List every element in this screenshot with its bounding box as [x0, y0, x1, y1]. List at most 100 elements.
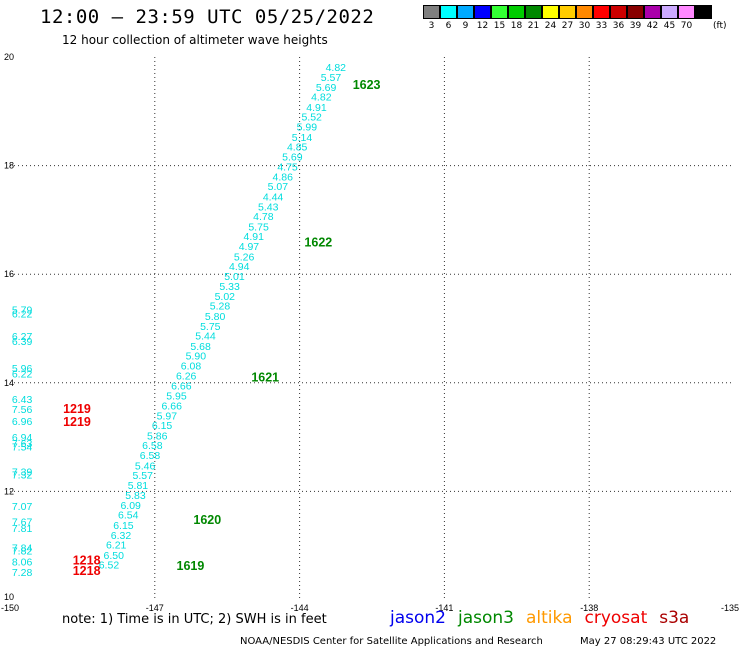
x-tick-label: -135: [721, 603, 739, 613]
swh-value: 7.67: [12, 516, 33, 528]
swh-value: 4.91: [244, 231, 265, 243]
swh-value: 6.58: [140, 450, 161, 462]
swh-value: 4.44: [263, 192, 284, 204]
colorbar-tick-label: 33: [595, 21, 608, 31]
swh-value: 5.90: [186, 351, 207, 363]
swh-value: 7.56: [12, 404, 33, 416]
swh-value: 4.85: [287, 142, 308, 154]
swh-value: 5.95: [166, 390, 187, 402]
colorbar-swatch: [542, 5, 559, 19]
swh-value: 8.06: [12, 556, 33, 568]
colorbar-swatch: [508, 5, 525, 19]
y-tick-label: 20: [4, 52, 14, 62]
colorbar-tick-label: 70: [680, 21, 693, 31]
footer-timestamp: May 27 08:29:43 UTC 2022: [580, 636, 717, 647]
footer-agency: NOAA/NESDIS Center for Satellite Applica…: [240, 636, 543, 647]
colorbar-tick-label: 6: [445, 21, 452, 31]
swh-value: 5.02: [215, 291, 236, 303]
swh-value: 4.97: [239, 241, 260, 253]
swh-value: 5.33: [219, 281, 240, 293]
swh-value: 6.66: [171, 381, 192, 393]
swh-value: 6.09: [120, 500, 141, 512]
swh-value: 7.82: [12, 546, 33, 558]
swh-value: 6.96: [12, 416, 33, 428]
swh-value: 5.26: [234, 251, 255, 263]
colorbar-tick-label: 9: [462, 21, 469, 31]
swh-value: 5.86: [147, 430, 168, 442]
colorbar-tick-label: 36: [612, 21, 625, 31]
colorbar-swatch: [440, 5, 457, 19]
swh-value: 5.28: [210, 301, 231, 313]
swh-value: 6.54: [118, 510, 139, 522]
swh-value: 6.21: [106, 540, 127, 552]
pass-time-label: 1621: [251, 370, 279, 384]
pass-time-label: 1219: [63, 415, 91, 429]
colorbar-tick-label: 15: [493, 21, 506, 31]
swh-value: 6.50: [104, 550, 125, 562]
swh-value: 5.44: [195, 331, 216, 343]
swh-value: 7.07: [12, 501, 33, 513]
colorbar-swatch: [695, 5, 712, 19]
colorbar-tick-label: 3: [428, 21, 435, 31]
colorbar-tick-label: 42: [646, 21, 659, 31]
swh-value: 5.80: [205, 311, 226, 323]
colorbar-swatch: [610, 5, 627, 19]
chart-title: 12:00 – 23:59 UTC 05/25/2022: [40, 6, 375, 28]
colorbar-swatch: [576, 5, 593, 19]
swh-value: 4.78: [253, 211, 274, 223]
y-tick-label: 10: [4, 592, 14, 602]
pass-time-label: 1619: [177, 559, 205, 573]
y-tick-label: 14: [4, 378, 14, 388]
colorbar-tick-label: 24: [544, 21, 557, 31]
colorbar-swatch: [593, 5, 610, 19]
swh-value: 7.84: [12, 542, 33, 554]
swh-value: 4.94: [229, 261, 250, 273]
swh-value: 5.43: [258, 201, 279, 213]
y-tick-label: 18: [4, 161, 14, 171]
swh-value: 6.26: [176, 371, 197, 383]
colorbar-tick-label: 18: [510, 21, 523, 31]
swh-value: 6.58: [142, 440, 163, 452]
pass-time-label: 1623: [353, 78, 381, 92]
swh-value: 4.82: [326, 62, 347, 74]
swh-value: 5.81: [128, 480, 149, 492]
swh-value: 5.57: [321, 72, 342, 84]
swh-value: 7.28: [12, 567, 33, 579]
note-text: note: 1) Time is in UTC; 2) SWH is in fe…: [62, 612, 327, 627]
swh-value: 6.94: [12, 432, 33, 444]
y-tick-label: 16: [4, 269, 14, 279]
swh-value: 5.75: [200, 321, 221, 333]
swh-value: 7.63: [12, 438, 33, 450]
pass-time-label: 1219: [63, 402, 91, 416]
x-tick-label: -144: [291, 603, 309, 613]
colorbar-unit-label: (ft): [713, 21, 727, 31]
swh-value: 6.52: [99, 560, 120, 572]
colorbar-tick-label: 21: [527, 21, 540, 31]
legend-item-altika: altika: [526, 608, 573, 628]
swh-value: 5.75: [248, 221, 269, 233]
colorbar-swatch: [644, 5, 661, 19]
x-tick-label: -138: [580, 603, 598, 613]
swh-value: 6.27: [12, 331, 33, 343]
pass-time-label: 1218: [73, 564, 101, 578]
swh-value: 6.22: [12, 308, 33, 320]
colorbar-swatch: [627, 5, 644, 19]
swh-value: 6.15: [113, 520, 134, 532]
swh-value: 5.52: [301, 112, 322, 124]
legend-item-cryosat: cryosat: [584, 608, 648, 628]
swh-value: 5.69: [282, 151, 303, 163]
swh-value: 4.86: [272, 171, 293, 183]
swh-value: 5.99: [297, 122, 318, 134]
swh-value: 5.69: [316, 82, 337, 94]
colorbar-swatch: [423, 5, 440, 19]
swh-value: 6.39: [12, 336, 33, 348]
swh-value: 5.57: [133, 470, 154, 482]
swh-value: 4.91: [306, 102, 327, 114]
colorbar-swatch: [661, 5, 678, 19]
colorbar-swatch: [491, 5, 508, 19]
mission-legend: jason2 jason3 altika cryosat s3a: [390, 608, 701, 628]
swh-value: 4.82: [311, 92, 332, 104]
swh-value: 5.83: [125, 490, 146, 502]
colorbar-swatch: [525, 5, 542, 19]
